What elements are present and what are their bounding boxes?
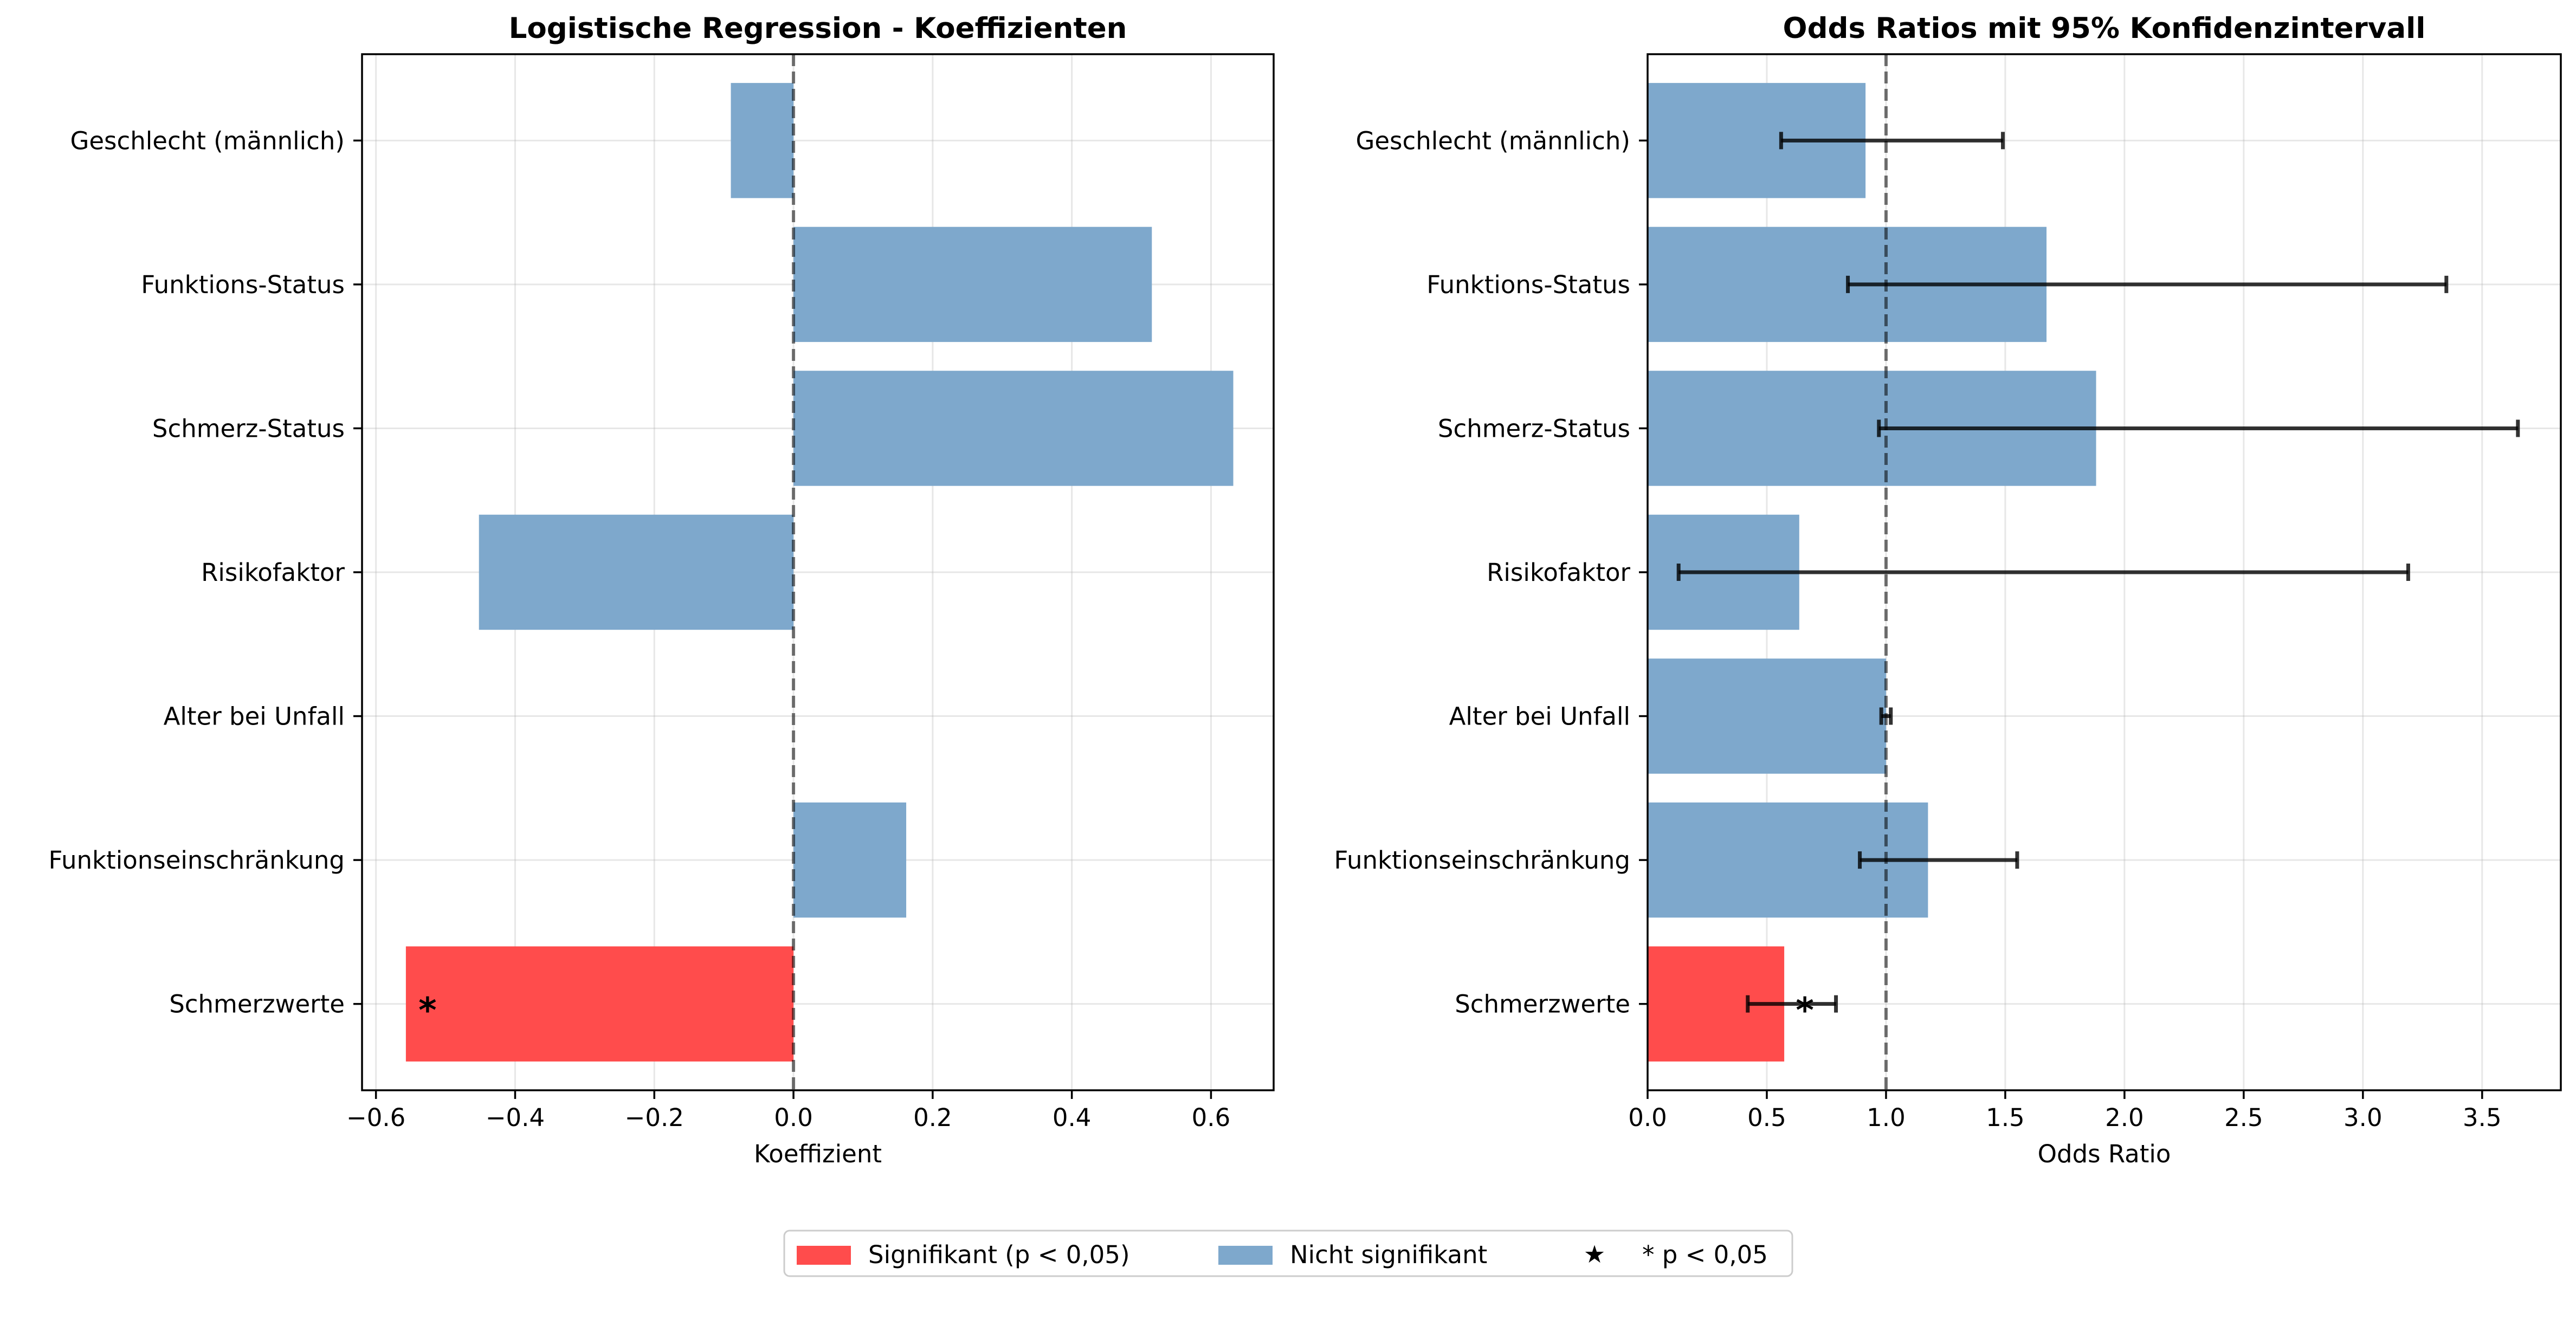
odds-ratio-error-bars <box>1676 132 2520 1013</box>
bar-geschlecht-maennlich <box>731 83 794 198</box>
x-tick-label: −0.6 <box>346 1103 405 1132</box>
bar-risikofaktor <box>479 514 794 630</box>
legend-label-not-significant: Nicht signifikant <box>1290 1240 1487 1269</box>
y-tick-label-alter-bei-unfall: Alter bei Unfall <box>164 702 345 731</box>
bar-alter-bei-unfall <box>1648 658 1886 774</box>
bar-schmerzwerte <box>405 946 794 1062</box>
y-tick-label-risikofaktor: Risikofaktor <box>1487 558 1630 587</box>
x-tick-label: 2.0 <box>2105 1103 2144 1132</box>
significance-annotation: * <box>418 991 436 1031</box>
coefficients-x-axis-label: Koeffizient <box>754 1140 882 1168</box>
odds-ratio-chart-title: Odds Ratios mit 95% Konfidenzintervall <box>1783 12 2426 45</box>
odds-ratio-x-axis-label: Odds Ratio <box>2038 1140 2171 1168</box>
coefficients-chart-title: Logistische Regression - Koeffizienten <box>509 12 1127 45</box>
x-tick-label: 1.5 <box>1986 1103 2025 1132</box>
x-tick-label: 0.6 <box>1192 1103 1231 1132</box>
bar-funktions-status <box>793 227 1152 342</box>
coefficients-annotations: * <box>418 991 436 1031</box>
coefficients-y-ticks: Geschlecht (männlich) Funktions-Status Sch… <box>49 126 362 1019</box>
x-tick-label: −0.2 <box>625 1103 684 1132</box>
legend-label-significant: Signifikant (p < 0,05) <box>868 1240 1130 1269</box>
x-tick-label: −0.4 <box>486 1103 545 1132</box>
bar-funktionseinschraenkung <box>793 802 907 918</box>
y-tick-label-funktionseinschraenkung: Funktionseinschränkung <box>1334 846 1630 875</box>
y-tick-label-geschlecht-maennlich: Geschlecht (männlich) <box>1356 126 1631 155</box>
x-tick-label: 1.0 <box>1867 1103 1906 1132</box>
legend-label-star: * p < 0,05 <box>1642 1240 1768 1269</box>
star-icon: ★ <box>1584 1240 1605 1269</box>
x-tick-label: 0.4 <box>1053 1103 1092 1132</box>
y-tick-label-risikofaktor: Risikofaktor <box>201 558 345 587</box>
legend-frame <box>783 1230 1793 1277</box>
x-tick-label: 3.0 <box>2343 1103 2383 1132</box>
odds-ratio-panel: * 0.0 0.5 1.0 1.5 2.0 2.5 3.0 3.5 Geschlecht (m… <box>1334 12 2562 1168</box>
y-tick-label-schmerzwerte: Schmerzwerte <box>169 990 345 1019</box>
y-tick-label-schmerzwerte: Schmerzwerte <box>1455 990 1630 1019</box>
x-tick-label: 0.2 <box>913 1103 952 1132</box>
x-tick-label: 2.5 <box>2224 1103 2263 1132</box>
y-tick-label-schmerz-status: Schmerz-Status <box>152 414 345 443</box>
y-tick-label-funktionseinschraenkung: Funktionseinschränkung <box>49 846 345 875</box>
coefficients-x-ticks: −0.6 −0.4 −0.2 0.0 0.2 0.4 0.6 <box>346 1090 1230 1132</box>
odds-ratio-y-ticks: Geschlecht (männlich) Funktions-Status Sch… <box>1334 126 1648 1019</box>
x-tick-label: 0.0 <box>774 1103 813 1132</box>
legend-swatch-not-significant <box>1218 1246 1273 1265</box>
odds-ratio-x-ticks: 0.0 0.5 1.0 1.5 2.0 2.5 3.0 3.5 <box>1628 1090 2502 1132</box>
bar-schmerz-status <box>793 371 1234 486</box>
y-tick-label-geschlecht-maennlich: Geschlecht (männlich) <box>70 126 345 155</box>
x-tick-label: 0.5 <box>1747 1103 1786 1132</box>
y-tick-label-funktions-status: Funktions-Status <box>1426 270 1630 299</box>
x-tick-label: 0.0 <box>1628 1103 1667 1132</box>
legend: Signifikant (p < 0,05) Nicht signifikant… <box>783 1230 1793 1277</box>
significance-annotation: * <box>1796 991 1813 1031</box>
y-tick-label-schmerz-status: Schmerz-Status <box>1438 414 1630 443</box>
y-tick-label-alter-bei-unfall: Alter bei Unfall <box>1449 702 1630 731</box>
legend-swatch-significant <box>797 1246 851 1265</box>
x-tick-label: 3.5 <box>2463 1103 2502 1132</box>
coefficients-bars <box>405 83 1234 1062</box>
coefficients-panel: * −0.6 −0.4 −0.2 0.0 0.2 0.4 0.6 Geschlecht (m… <box>49 12 1275 1168</box>
y-tick-label-funktions-status: Funktions-Status <box>141 270 345 299</box>
odds-ratio-annotations: * <box>1796 991 1813 1031</box>
